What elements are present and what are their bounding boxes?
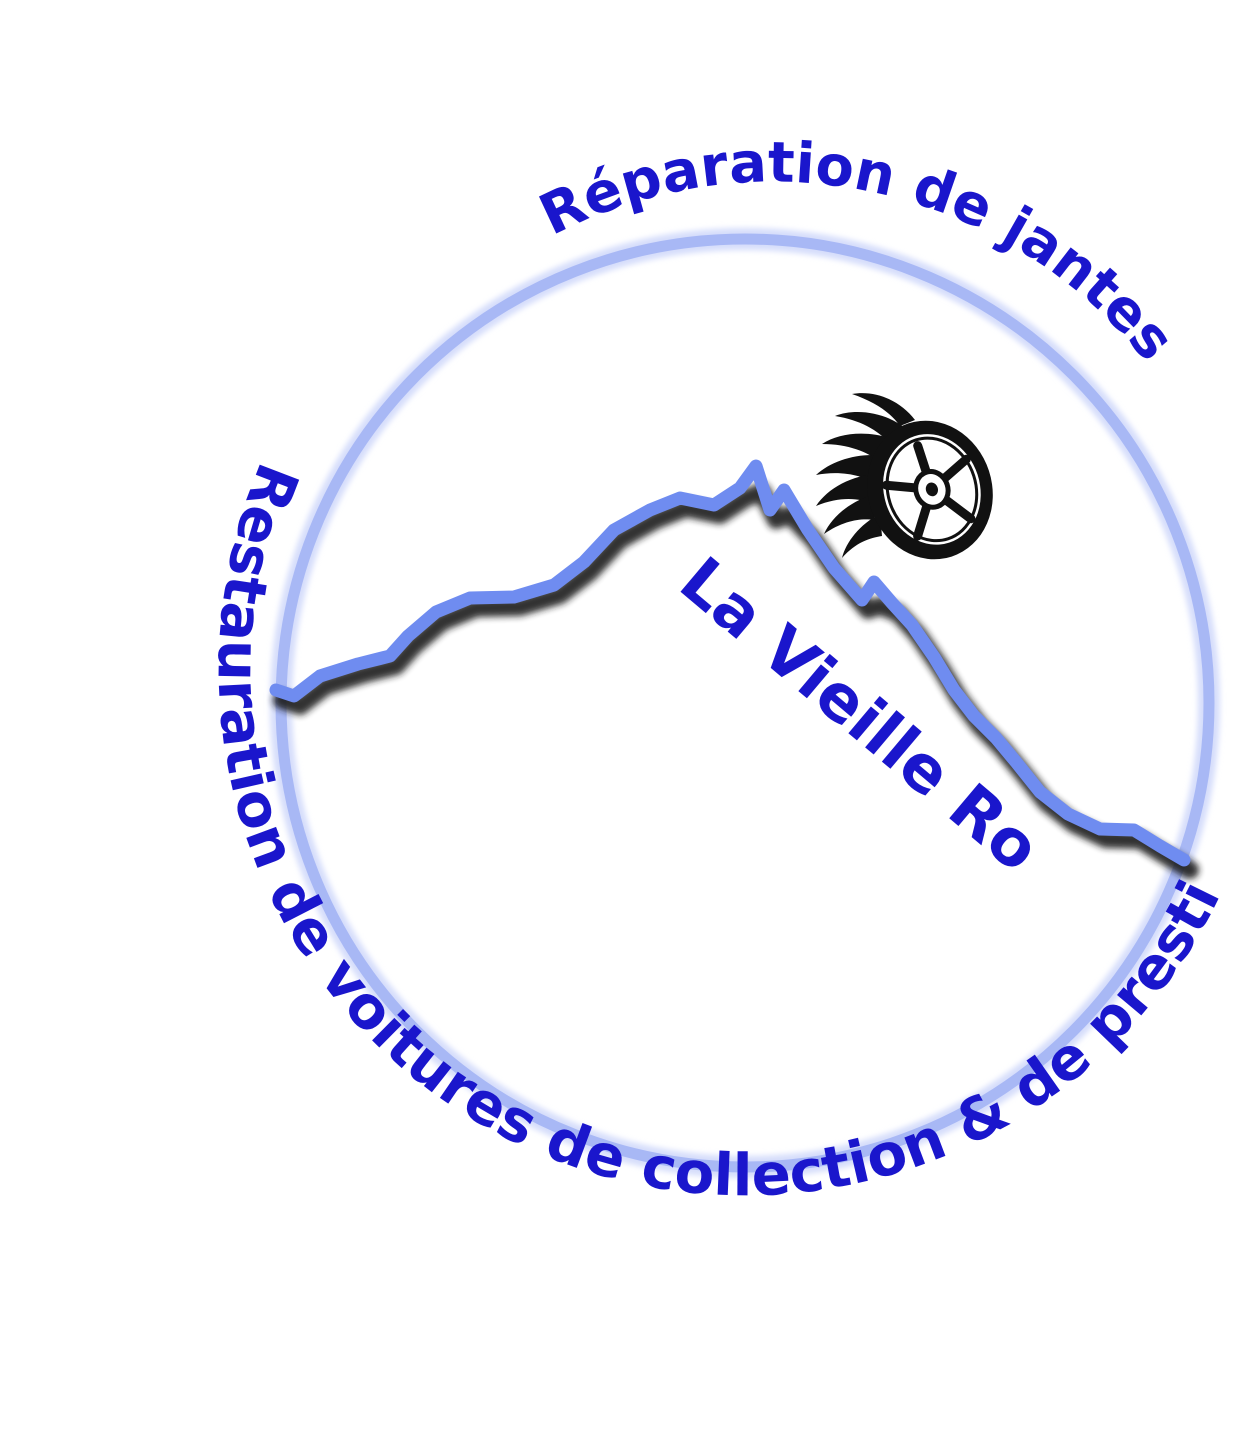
- wheel-icon: [816, 393, 993, 560]
- mountain-icon: [269, 459, 1199, 879]
